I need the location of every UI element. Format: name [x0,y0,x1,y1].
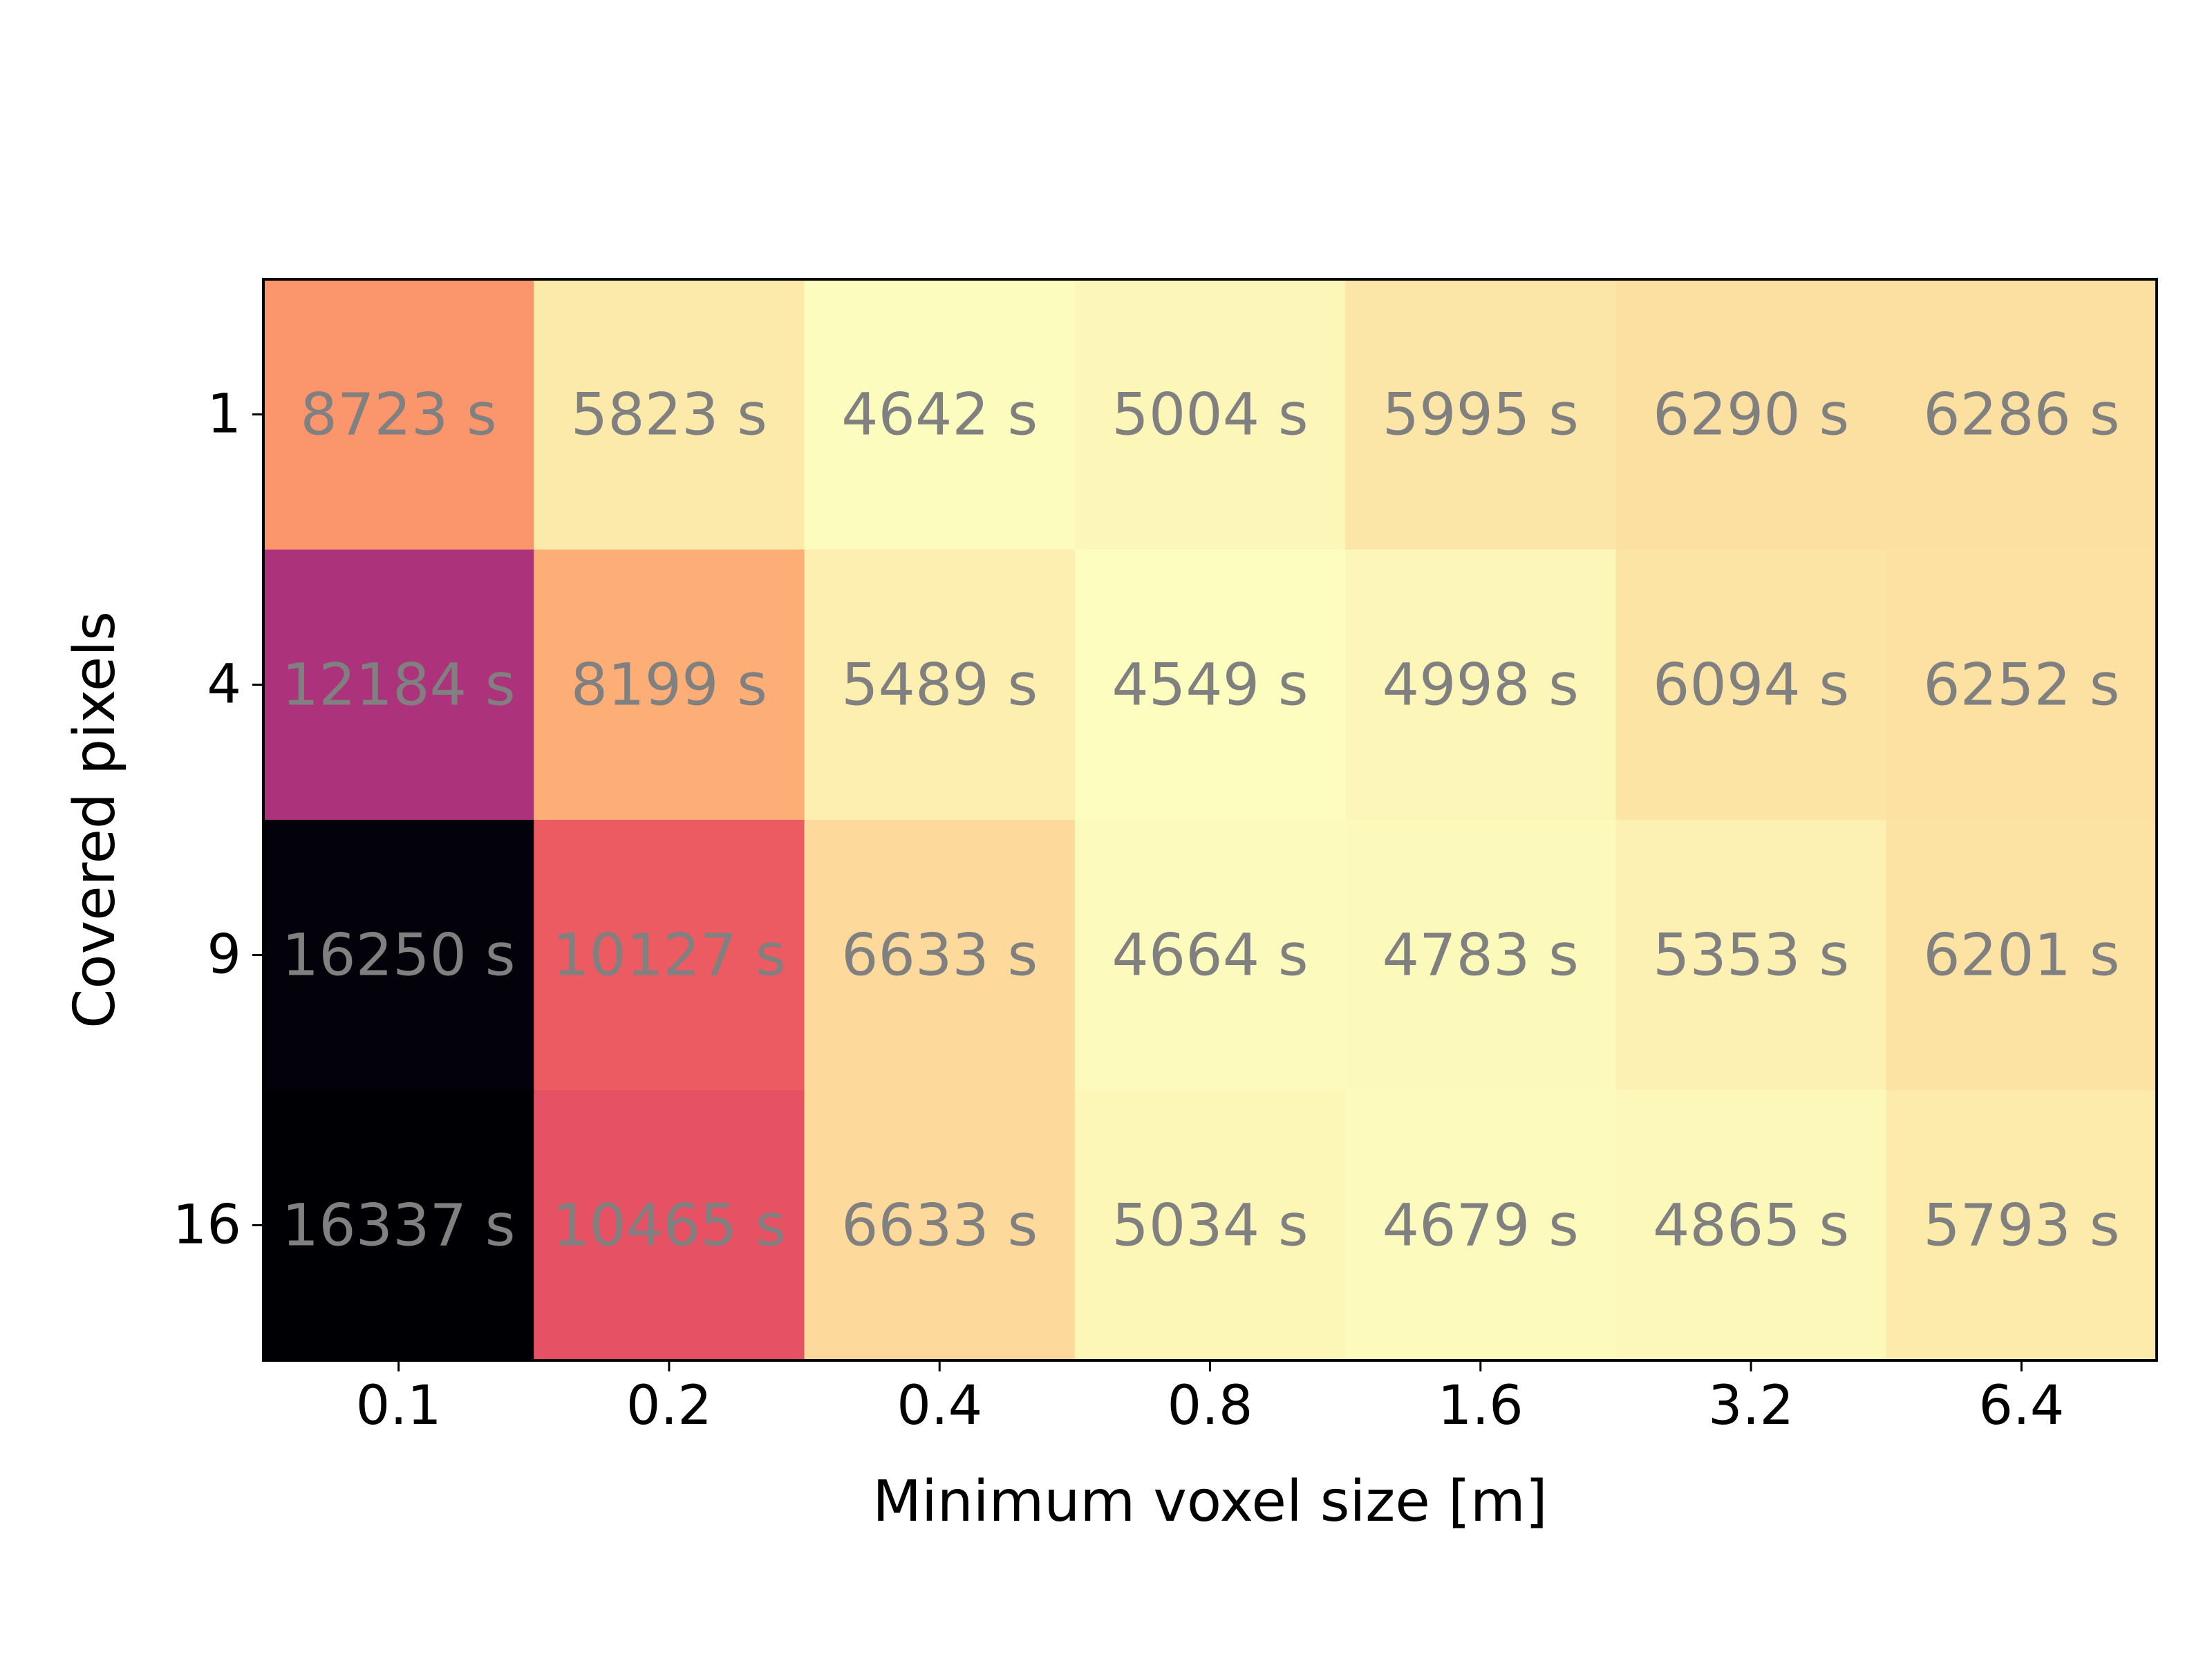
cell-value-label: 5353 s [1653,921,1849,989]
cell-value-label: 8199 s [571,651,767,719]
heatmap-cell [1345,1090,1616,1361]
cell-value-label: 4679 s [1382,1192,1579,1259]
cell-value-label: 5489 s [841,651,1038,719]
x-tick-label: 0.8 [1167,1375,1253,1437]
heatmap-cell [1886,820,2157,1091]
cell-value-label: 6633 s [841,1192,1038,1259]
cell-value-label: 4664 s [1112,921,1308,989]
cell-value-label: 4642 s [841,381,1038,449]
cell-value-label: 10465 s [552,1192,786,1259]
heatmap-cell [1074,820,1346,1091]
heatmap-cell [1615,1090,1887,1361]
heatmap-cell [1886,550,2157,821]
heatmap-cell [1074,550,1346,821]
x-tick-label: 3.2 [1708,1375,1794,1437]
heatmap-cell [263,279,534,550]
cell-value-label: 10127 s [552,921,786,989]
y-tick-label: 4 [207,654,241,716]
x-tick-label: 6.4 [1978,1375,2064,1437]
heatmap-cell [534,279,805,550]
cell-value-label: 5004 s [1112,381,1308,449]
heatmap-cell [1886,1090,2157,1361]
heatmap-cell [804,1090,1076,1361]
y-axis-label: Covered pixels [62,611,128,1029]
heatmap-cell [1345,820,1616,1091]
cell-value-label: 4549 s [1112,651,1308,719]
heatmap-cell [804,820,1076,1091]
cell-value-label: 5995 s [1382,381,1579,449]
cell-value-label: 6201 s [1923,921,2119,989]
x-axis-ticks: 0.1 0.2 0.4 0.8 1.6 3.2 6.4 [356,1360,2064,1437]
x-tick-label: 0.2 [626,1375,712,1437]
cell-value-label: 6094 s [1653,651,1849,719]
y-tick-label: 16 [173,1194,241,1257]
heatmap-cell [804,550,1076,821]
heatmap-cell [1615,550,1887,821]
cell-value-label: 16337 s [282,1192,516,1259]
y-axis-ticks: 1 4 9 16 [173,384,263,1257]
x-tick-label: 0.1 [356,1375,442,1437]
cell-value-label: 12184 s [282,651,516,719]
heatmap-cell [534,550,805,821]
cell-value-label: 6290 s [1653,381,1849,449]
cell-value-label: 6252 s [1923,651,2119,719]
x-axis-label: Minimum voxel size [m] [872,1469,1547,1535]
heatmap-cell [1074,279,1346,550]
cell-value-label: 5793 s [1923,1192,2119,1259]
heatmap-cell [1345,550,1616,821]
cell-value-label: 4865 s [1653,1192,1849,1259]
heatmap-cell [263,550,534,821]
cell-value-label: 8723 s [301,381,497,449]
cell-value-label: 5034 s [1112,1192,1308,1259]
heatmap-cell [263,820,534,1091]
y-tick-label: 9 [207,924,241,986]
heatmap-cells [263,279,2157,1361]
x-tick-label: 0.4 [897,1375,982,1437]
heatmap-cell [1615,820,1887,1091]
heatmap-cell [1074,1090,1346,1361]
heatmap-cell [1886,279,2157,550]
heatmap-cell [1345,279,1616,550]
heatmap-cell [804,279,1076,550]
cell-value-label: 5823 s [571,381,767,449]
cell-value-label: 16250 s [282,921,516,989]
cell-value-label: 6633 s [841,921,1038,989]
heatmap-cell-labels: 8723 s 5823 s 4642 s 5004 s 5995 s 6290 s 6286… [282,381,2120,1259]
x-tick-label: 1.6 [1438,1375,1524,1437]
cell-value-label: 6286 s [1923,381,2119,449]
heatmap-cell [263,1090,534,1361]
cell-value-label: 4783 s [1382,921,1579,989]
heatmap-cell [534,1090,805,1361]
heatmap-cell [1615,279,1887,550]
cell-value-label: 4998 s [1382,651,1579,719]
y-tick-label: 1 [207,384,241,446]
heatmap-cell [534,820,805,1091]
